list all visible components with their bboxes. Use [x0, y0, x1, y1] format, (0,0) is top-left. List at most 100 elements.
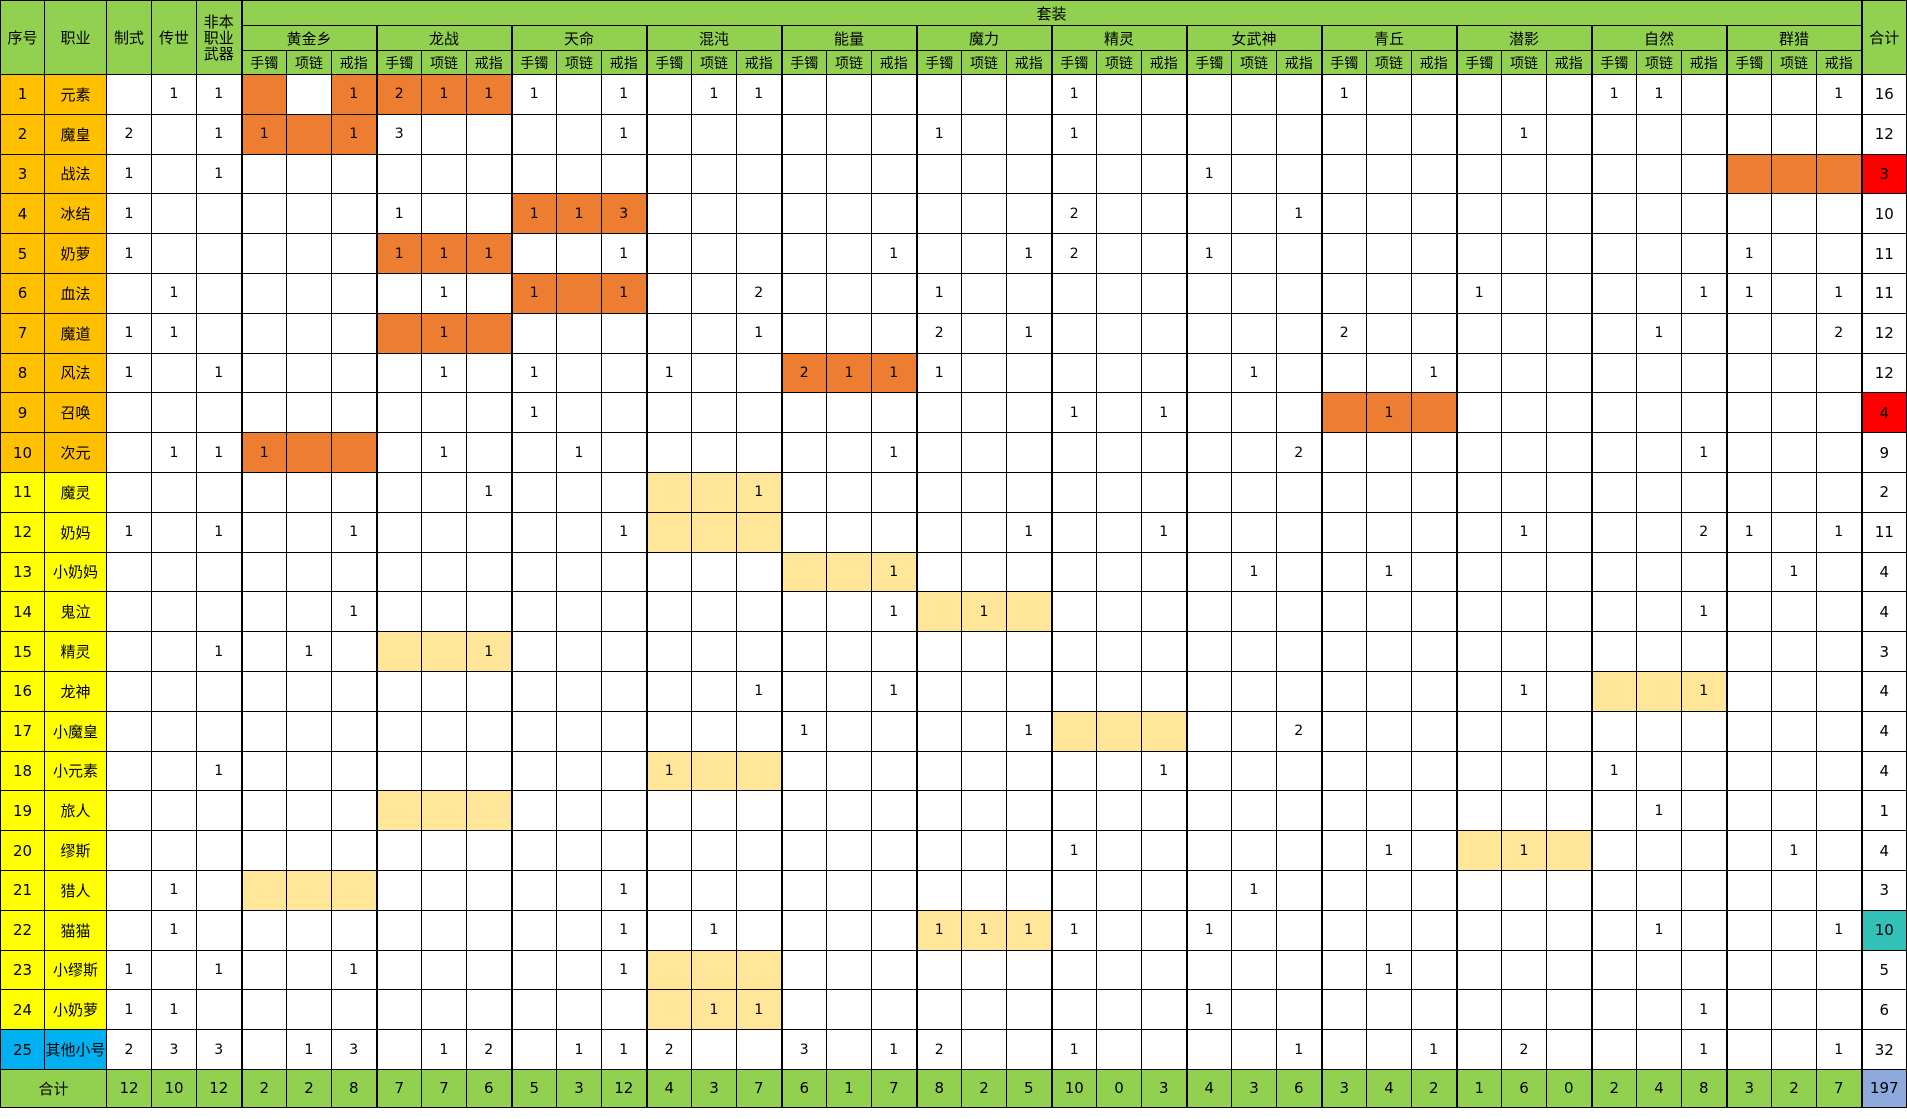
cell-set-slot — [240, 710, 287, 752]
cell-set-slot — [1501, 272, 1547, 314]
cell-set-slot — [466, 153, 512, 195]
cell-set-slot: 1 — [1501, 113, 1547, 155]
cell-set-slot — [1411, 631, 1457, 672]
cell-set-slot — [1320, 830, 1367, 871]
footer-cell: 5 — [510, 1068, 557, 1108]
cell-set-slot — [1096, 392, 1142, 434]
row-class-name: 魔皇 — [44, 113, 107, 155]
footer-cell: 6 — [1276, 1068, 1322, 1108]
cell-set-slot — [375, 909, 422, 951]
cell-set-slot — [871, 750, 917, 792]
header-zhishi: 制式 — [106, 0, 152, 75]
cell-set-slot — [1546, 790, 1592, 832]
cell-set-slot — [1096, 1029, 1142, 1070]
row-class-name: 缪斯 — [44, 830, 107, 871]
cell-set-slot — [1455, 989, 1502, 1031]
cell-set-slot: 1 — [375, 193, 422, 235]
cell-set-slot — [1231, 670, 1277, 712]
footer-chuanshi: 10 — [151, 1068, 197, 1108]
cell-set-slot — [961, 551, 1007, 593]
cell-nonweapon — [196, 312, 242, 354]
cell-set-slot: 1 — [915, 909, 962, 951]
cell-set-slot — [1725, 113, 1772, 155]
cell-set-slot: 1 — [1231, 869, 1277, 911]
table-row: 16 龙神 1 1 1 1 4 — [0, 670, 1907, 712]
table-row: 17 小魔皇 1 1 2 4 — [0, 710, 1907, 752]
cell-set-slot — [1411, 989, 1457, 1031]
cell-set-slot — [736, 830, 782, 871]
cell-set-slot — [375, 392, 422, 434]
table-row: 21 猎人 1 1 1 3 — [0, 869, 1907, 911]
cell-set-slot — [645, 392, 692, 434]
table-row: 25 其他小号 2 3 3 1 3 1 2 1 1 2 3 1 2 1 1 1 2 1 1 32 — [0, 1029, 1907, 1070]
cell-set-slot: 1 — [1141, 511, 1187, 553]
header-slot: 项链 — [826, 50, 872, 75]
cell-set-slot — [961, 432, 1007, 473]
footer-cell: 10 — [1050, 1068, 1097, 1108]
table-row: 8 风法 1 1 1 1 1 2 1 1 1 1 1 12 — [0, 352, 1907, 394]
cell-set-slot — [736, 511, 782, 553]
cell-set-slot — [1816, 352, 1862, 394]
cell-set-slot — [421, 710, 467, 752]
cell-set-slot — [1231, 233, 1277, 274]
cell-zhishi: 1 — [106, 352, 152, 394]
cell-set-slot — [1816, 710, 1862, 752]
cell-set-slot — [240, 869, 287, 911]
cell-set-slot — [1276, 233, 1322, 274]
cell-set-slot — [1546, 471, 1592, 513]
cell-set-slot: 1 — [1006, 710, 1052, 752]
cell-set-slot — [1320, 909, 1367, 951]
cell-set-slot — [375, 750, 422, 792]
cell-set-slot — [1455, 352, 1502, 394]
cell-set-slot — [961, 272, 1007, 314]
cell-set-slot — [1546, 153, 1592, 195]
cell-set-slot — [961, 1029, 1007, 1070]
cell-set-slot — [691, 352, 737, 394]
header-slot: 项链 — [1501, 50, 1547, 75]
cell-set-slot — [871, 511, 917, 553]
cell-set-slot — [1816, 153, 1862, 195]
cell-set-slot: 1 — [601, 233, 647, 274]
cell-set-slot — [510, 591, 557, 633]
cell-set-slot: 1 — [601, 869, 647, 911]
cell-set-slot — [1636, 153, 1682, 195]
header-slot: 项链 — [421, 50, 467, 75]
cell-set-slot — [421, 631, 467, 672]
cell-set-slot — [1096, 352, 1142, 394]
cell-set-slot — [421, 949, 467, 991]
cell-set-slot: 1 — [826, 352, 872, 394]
cell-set-slot — [1411, 272, 1457, 314]
cell-set-slot — [1725, 790, 1772, 832]
cell-set-slot — [780, 750, 827, 792]
row-index: 20 — [0, 830, 45, 871]
cell-set-slot: 2 — [375, 74, 422, 115]
cell-set-slot: 1 — [466, 233, 512, 274]
footer-label: 合计 — [0, 1068, 107, 1108]
cell-set-slot — [601, 790, 647, 832]
cell-set-slot — [240, 670, 287, 712]
cell-set-slot: 1 — [1006, 312, 1052, 354]
cell-set-slot — [1185, 750, 1232, 792]
cell-set-slot — [1725, 471, 1772, 513]
cell-set-slot — [466, 790, 512, 832]
cell-set-slot: 1 — [556, 193, 602, 235]
cell-set-slot — [1320, 352, 1367, 394]
cell-nonweapon: 1 — [196, 511, 242, 553]
table-footer: 合计 12 10 12 2 2 8 7 7 6 5 3 12 4 3 7 6 1 7 8 2 5 10 0 3 4 3 6 3 4 2 1 6 0… — [0, 1068, 1907, 1108]
cell-set-slot — [1411, 909, 1457, 951]
cell-set-slot — [1546, 551, 1592, 593]
cell-set-slot — [510, 432, 557, 473]
cell-set-slot — [1141, 869, 1187, 911]
cell-set-slot — [1276, 272, 1322, 314]
header-slot: 手镯 — [915, 50, 962, 75]
cell-set-slot — [1725, 631, 1772, 672]
cell-set-slot: 1 — [691, 74, 737, 115]
cell-set-slot — [1411, 511, 1457, 553]
cell-set-slot — [1320, 750, 1367, 792]
row-total: 1 — [1860, 790, 1907, 832]
cell-set-slot — [1725, 750, 1772, 792]
cell-set-slot — [1725, 989, 1772, 1031]
header-total: 合计 — [1860, 0, 1907, 75]
cell-set-slot — [1590, 670, 1637, 712]
row-index: 19 — [0, 790, 45, 832]
